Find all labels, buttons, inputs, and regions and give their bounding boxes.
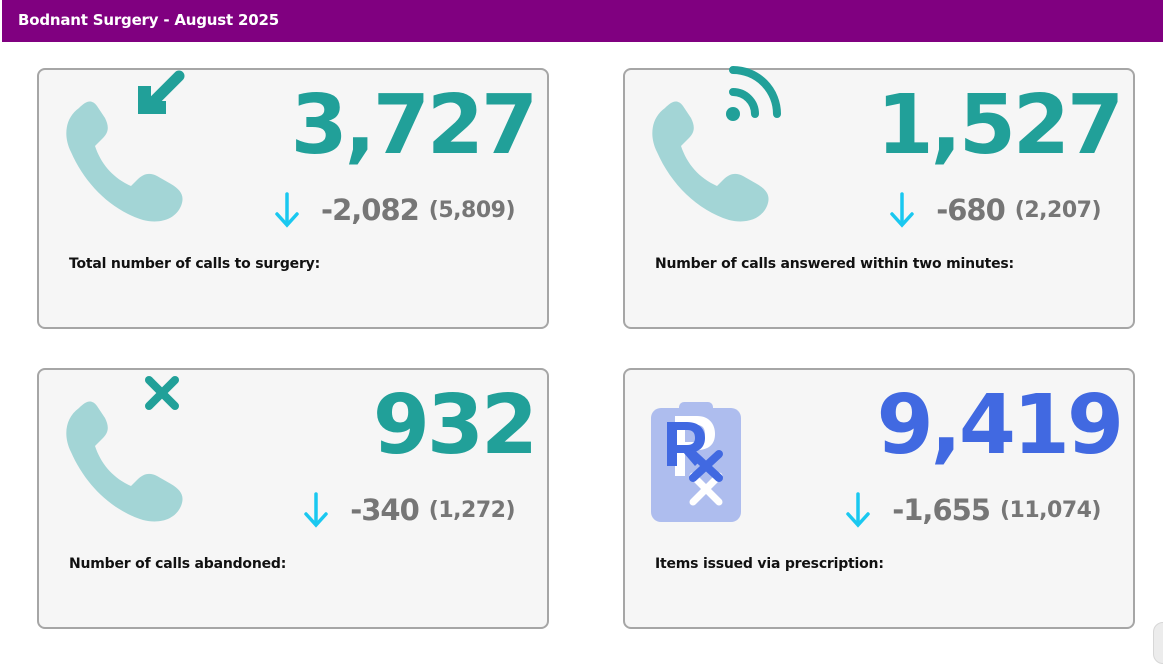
header-bar: Bodnant Surgery - August 2025 (2, 0, 1163, 42)
calls-abandoned-change-row: -340 (1,272) (302, 488, 516, 532)
prescription-items-value: 9,419 (876, 378, 1124, 473)
calls-answered-previous: (2,207) (1014, 197, 1102, 223)
card-total-calls: 3,727 -2,082 (5,809) Total number of cal… (37, 68, 549, 329)
call-abandoned-icon (66, 376, 183, 522)
card-calls-abandoned: 932 -340 (1,272) Number of calls abandon… (37, 368, 549, 629)
arrow-down-icon (890, 192, 914, 228)
calls-abandoned-change: -340 (350, 493, 420, 527)
prescription-items-change: -1,655 (892, 493, 991, 527)
scroll-handle[interactable] (1153, 622, 1163, 664)
page-title: Bodnant Surgery - August 2025 (18, 11, 279, 29)
calls-abandoned-value: 932 (372, 378, 538, 473)
calls-answered-label: Number of calls answered within two minu… (655, 256, 1014, 272)
calls-answered-change-row: -680 (2,207) (888, 188, 1102, 232)
prescription-items-label: Items issued via prescription: (655, 556, 884, 572)
calls-answered-value: 1,527 (876, 78, 1124, 173)
calls-abandoned-previous: (1,272) (428, 497, 516, 523)
call-answered-signal-icon (652, 66, 781, 222)
total-calls-change-row: -2,082 (5,809) (273, 188, 516, 232)
incoming-call-icon (66, 70, 185, 222)
prescription-items-previous: (11,074) (999, 497, 1102, 523)
prescription-icon (651, 402, 741, 522)
total-calls-value: 3,727 (290, 78, 538, 173)
calls-answered-change: -680 (936, 193, 1006, 227)
prescription-items-change-row: -1,655 (11,074) (844, 488, 1102, 532)
card-calls-answered: 1,527 -680 (2,207) Number of calls answe… (623, 66, 1135, 329)
card-prescription-items: 9,419 -1,655 (11,074) Items issued via p… (623, 368, 1135, 629)
total-calls-label: Total number of calls to surgery: (69, 256, 321, 272)
arrow-down-icon (846, 492, 870, 528)
arrow-down-icon (275, 192, 299, 228)
arrow-down-icon (304, 492, 328, 528)
calls-abandoned-label: Number of calls abandoned: (69, 556, 287, 572)
total-calls-previous: (5,809) (428, 197, 516, 223)
total-calls-change: -2,082 (321, 193, 420, 227)
